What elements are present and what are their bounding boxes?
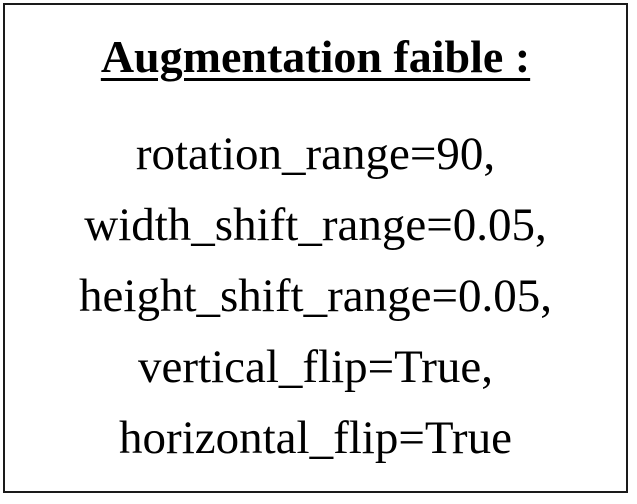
param-horizontal-flip: horizontal_flip=True (119, 412, 512, 464)
card-title-text: Augmentation faible : (100, 31, 531, 82)
param-list: rotation_range=90, width_shift_range=0.0… (5, 119, 626, 474)
card-title: Augmentation faible : (5, 29, 626, 85)
param-width-shift-range: width_shift_range=0.05, (84, 199, 547, 251)
param-vertical-flip: vertical_flip=True, (137, 341, 493, 393)
param-height-shift-range: height_shift_range=0.05, (79, 270, 552, 322)
param-rotation-range: rotation_range=90, (135, 128, 496, 180)
augmentation-card: Augmentation faible : rotation_range=90,… (3, 3, 628, 493)
